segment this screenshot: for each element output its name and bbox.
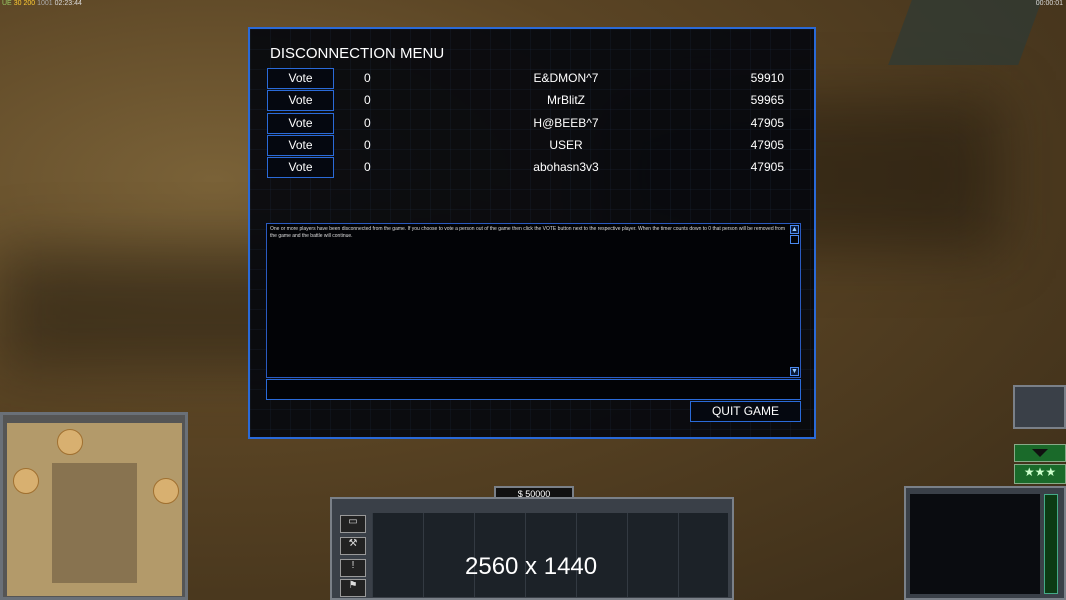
vote-button[interactable]: Vote: [267, 112, 334, 134]
player-name: USER: [549, 137, 583, 152]
vote-button[interactable]: Vote: [267, 157, 334, 179]
start-position: [13, 468, 39, 494]
building[interactable]: [888, 0, 1042, 65]
quit-game-button[interactable]: QUIT GAME: [690, 401, 801, 422]
scrollbar-thumb[interactable]: [790, 235, 799, 244]
scroll-down-icon[interactable]: ▼: [790, 367, 799, 376]
minimap[interactable]: [0, 412, 188, 600]
disconnection-menu: DISCONNECTION MENU Vote 0 E&DMON^7 59910…: [248, 27, 816, 439]
player-row: Vote 0 E&DMON^7 59910: [266, 68, 800, 89]
terrain-feature: [52, 463, 137, 583]
player-row: Vote 0 MrBlitZ 59965: [266, 90, 800, 112]
message-text: One or more players have been disconnect…: [270, 226, 786, 239]
player-ping: 47905: [750, 137, 784, 152]
clock: 02:23:44: [54, 0, 82, 7]
general-powers-button[interactable]: [1013, 385, 1066, 429]
message-log: One or more players have been disconnect…: [266, 223, 801, 378]
stat: 200: [23, 0, 36, 7]
window-icon[interactable]: ▭: [340, 515, 366, 533]
power-meter: [1044, 494, 1058, 594]
game-timer: 00:00:01: [1035, 0, 1063, 7]
scroll-up-icon[interactable]: ▲: [790, 225, 799, 234]
alert-icon[interactable]: !: [340, 559, 366, 577]
vote-count: 0: [364, 115, 371, 130]
build-grid[interactable]: [372, 513, 728, 597]
vote-count: 0: [364, 160, 371, 175]
vote-button[interactable]: Vote: [267, 68, 334, 89]
start-position: [57, 429, 83, 455]
wrench-icon[interactable]: ⚒: [340, 537, 366, 555]
faction-panel: [904, 486, 1066, 600]
player-row: Vote 0 abohasn3v3 47905: [266, 157, 800, 179]
player-name: H@BEEB^7: [533, 115, 599, 130]
stat: 30: [13, 0, 22, 7]
flag-icon[interactable]: ⚑: [340, 579, 366, 597]
player-name: MrBlitZ: [547, 93, 585, 108]
player-row: Vote 0 USER 47905: [266, 134, 800, 156]
vote-count: 0: [364, 93, 371, 108]
player-name: abohasn3v3: [533, 160, 599, 175]
player-name: E&DMON^7: [533, 71, 599, 85]
vote-button[interactable]: Vote: [267, 90, 334, 112]
stat: UE: [2, 0, 12, 7]
command-bar: ▭ ⚒ ! ⚑ 2560 x 1440: [330, 497, 734, 600]
rank-stars: ★★★: [1014, 464, 1066, 484]
vote-button[interactable]: Vote: [267, 134, 334, 156]
stat: 1001: [37, 0, 53, 7]
expand-icon[interactable]: [1014, 444, 1066, 462]
chat-input[interactable]: [266, 379, 801, 400]
faction-emblem-icon: [910, 494, 1040, 594]
hud-stats: UE 30 200 1001 02:23:44: [2, 0, 82, 7]
player-row: Vote 0 H@BEEB^7 47905: [266, 112, 800, 134]
minimap-terrain: [7, 423, 182, 596]
player-ping: 59910: [750, 71, 784, 85]
start-position: [153, 478, 179, 504]
player-ping: 47905: [750, 160, 784, 175]
menu-title: DISCONNECTION MENU: [270, 45, 445, 62]
player-ping: 47905: [750, 115, 784, 130]
vote-count: 0: [364, 137, 371, 152]
resolution-overlay: 2560 x 1440: [465, 553, 598, 580]
player-ping: 59965: [750, 93, 784, 108]
vote-count: 0: [364, 71, 371, 85]
